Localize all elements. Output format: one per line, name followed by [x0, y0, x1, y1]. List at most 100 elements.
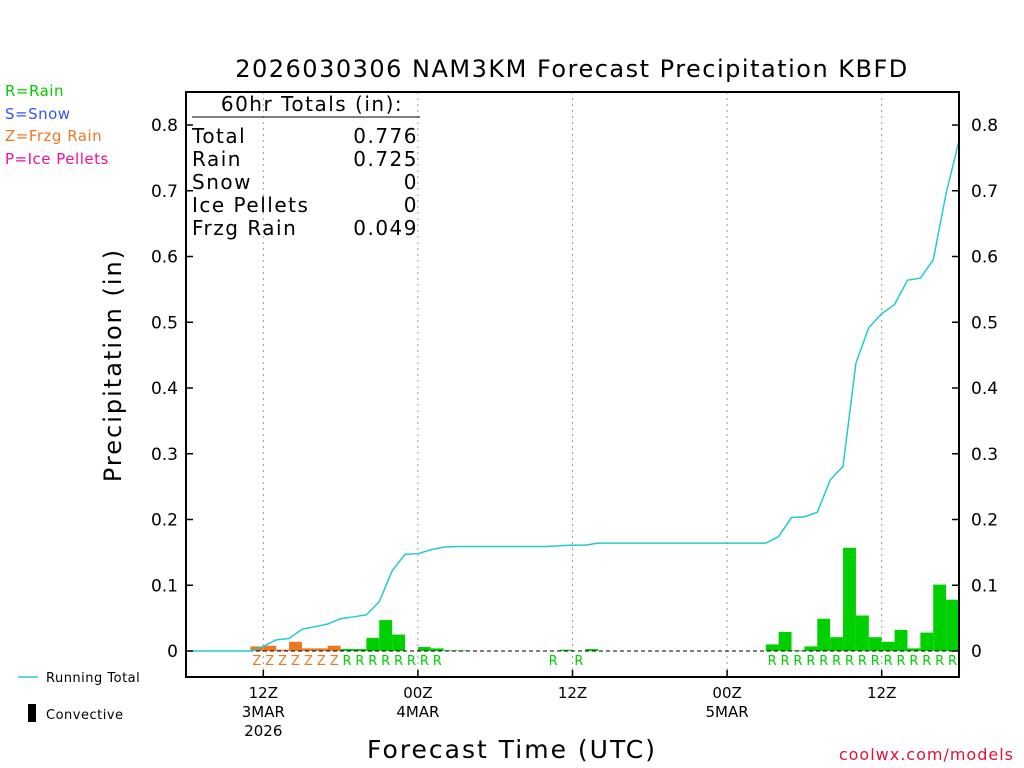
totals-row-label: Snow	[192, 170, 252, 194]
y-tick-label-left: 0.2	[151, 511, 178, 531]
y-tick-label-right: 0.6	[971, 248, 998, 268]
precip-bar	[379, 620, 393, 651]
ptype-label: R	[768, 654, 777, 669]
precip-bar	[289, 641, 302, 651]
source-link[interactable]: coolwx.com/models	[838, 745, 1014, 764]
y-tick-label-left: 0.5	[151, 313, 178, 333]
ptype-label: R	[381, 654, 390, 669]
ptype-label: R	[922, 654, 931, 669]
x-tick-label: 12Z	[558, 684, 587, 702]
convective-label: Convective	[46, 708, 124, 723]
precip-bar	[314, 648, 328, 651]
x-tick-label: 5MAR	[706, 703, 749, 721]
ptype-label: R	[935, 654, 944, 669]
precip-bar	[855, 615, 869, 651]
hourly-bars	[250, 547, 959, 651]
x-tick-label: 00Z	[712, 684, 741, 702]
ptype-label: R	[355, 654, 364, 669]
precip-bar	[830, 637, 844, 651]
y-tick-label-right: 0.1	[971, 576, 998, 596]
ptype-label: R	[368, 654, 377, 669]
ptype-label: R	[845, 654, 854, 669]
totals-row-label: Ice Pellets	[192, 193, 309, 217]
y-tick-label-right: 0	[971, 642, 982, 662]
y-tick-label-right: 0.5	[971, 313, 998, 333]
ptype-label: R	[832, 654, 841, 669]
legend-frzg-rain: Z=Frzg Rain	[5, 127, 103, 145]
precip-bar	[263, 645, 277, 651]
precip-bar	[920, 632, 934, 651]
legend-rain: R=Rain	[5, 82, 64, 100]
precip-bar	[353, 649, 367, 651]
precip-bar	[843, 547, 856, 651]
totals-box: 60hr Totals (in): Total 0.776 Rain 0.725 Sno…	[191, 92, 420, 240]
precip-bar	[443, 650, 457, 651]
ptype-label: Z	[330, 654, 339, 669]
totals-header: 60hr Totals (in):	[221, 92, 403, 116]
precip-bar	[804, 646, 818, 651]
y-axis-label: Precipitation (in)	[99, 248, 127, 482]
running-total-line	[189, 140, 960, 652]
totals-row-label: Total	[191, 124, 246, 148]
ptype-label: R	[433, 654, 442, 669]
totals-row-value: 0.725	[353, 147, 418, 171]
ptype-label: R	[420, 654, 429, 669]
precip-bar	[881, 641, 895, 651]
running-total-key: Running Total	[18, 671, 140, 686]
totals-row-value: 0.776	[353, 124, 418, 148]
y-tick-label-right: 0.3	[971, 445, 998, 465]
x-tick-label: 2026	[244, 722, 282, 740]
precip-bar	[907, 648, 921, 651]
precip-bar	[327, 645, 341, 651]
ptype-label: R	[407, 654, 416, 669]
precip-bar	[933, 584, 947, 651]
precip-bar	[301, 648, 315, 651]
ptype-label: R	[343, 654, 352, 669]
ptype-label: R	[806, 654, 815, 669]
ptype-label: R	[858, 654, 867, 669]
ptype-label: Z	[317, 654, 326, 669]
ptype-label: Z	[252, 654, 261, 669]
y-tick-label-left: 0.4	[151, 379, 178, 399]
ptype-label: R	[884, 654, 893, 669]
precip-bar	[340, 649, 354, 651]
y-axis-ticks: 0 00.1 0.10.2 0.20.3 0.30.4 0.40.5 0.50.6 0.60.…	[151, 116, 998, 662]
y-tick-label-right: 0.7	[971, 182, 998, 202]
y-tick-label-left: 0.8	[151, 116, 178, 136]
precip-bar	[366, 637, 380, 651]
ptype-label: R	[574, 654, 583, 669]
running-total-label: Running Total	[46, 671, 140, 686]
totals-row-value: 0	[404, 193, 418, 217]
ptype-label: R	[781, 654, 790, 669]
ptype-label: Z	[265, 654, 274, 669]
ptype-label: R	[819, 654, 828, 669]
y-tick-label-right: 0.2	[971, 511, 998, 531]
ptype-label: Z	[278, 654, 287, 669]
precip-bar	[417, 647, 431, 651]
ptype-label: R	[909, 654, 918, 669]
x-tick-label: 12Z	[867, 684, 896, 702]
ptype-label: R	[897, 654, 906, 669]
x-tick-label: 00Z	[403, 684, 432, 702]
totals-row-value: 0.049	[353, 216, 418, 240]
precip-bar	[946, 599, 959, 651]
precip-bar	[392, 634, 406, 651]
precip-bar	[894, 629, 908, 651]
ptype-label: R	[871, 654, 880, 669]
y-tick-label-right: 0.4	[971, 379, 998, 399]
precip-bar	[817, 618, 831, 651]
grid-lines	[262, 92, 883, 677]
ptype-label: R	[948, 654, 957, 669]
chart-title: 2026030306 NAM3KM Forecast Precipitation…	[235, 55, 909, 83]
x-tick-label: 3MAR	[242, 703, 285, 721]
convective-key: Convective	[28, 704, 124, 723]
convective-swatch	[28, 704, 36, 722]
legend-ice-pellets: P=Ice Pellets	[5, 150, 109, 168]
ptype-label: Z	[304, 654, 313, 669]
totals-row-label: Rain	[192, 147, 242, 171]
ptype-label: R	[793, 654, 802, 669]
totals-rows: Total 0.776 Rain 0.725 Snow 0 Ice Pellets 0 Frzg…	[191, 124, 418, 240]
